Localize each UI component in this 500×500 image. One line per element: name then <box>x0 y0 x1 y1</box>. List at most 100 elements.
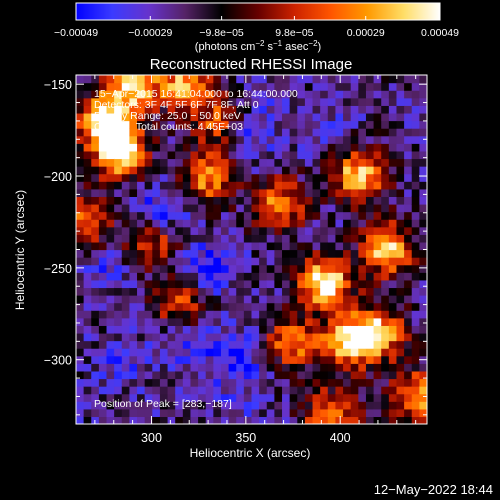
heatmap-cell <box>83 355 92 364</box>
heatmap-cell <box>388 401 398 410</box>
heatmap-cell <box>144 188 153 197</box>
heatmap-cell <box>152 241 161 251</box>
y-tick-label: −150 <box>44 78 72 92</box>
heatmap-cell <box>198 75 207 84</box>
heatmap-cell <box>205 105 214 114</box>
heatmap-cell <box>198 302 207 311</box>
heatmap-cell <box>91 112 100 122</box>
heatmap-cell <box>388 120 398 129</box>
heatmap-cell <box>129 393 138 402</box>
heatmap-cell <box>404 287 413 296</box>
heatmap-cell <box>159 363 169 372</box>
heatmap-cell <box>121 257 131 266</box>
heatmap-cell <box>274 272 283 281</box>
heatmap-cell <box>335 234 344 243</box>
heatmap-cell <box>213 211 222 220</box>
heatmap-cell <box>167 188 176 197</box>
heatmap-cell <box>167 120 176 129</box>
heatmap-cell <box>190 226 199 235</box>
heatmap-cell <box>114 226 123 235</box>
heatmap-cell <box>343 143 352 152</box>
heatmap-cell <box>121 203 131 213</box>
heatmap-cell <box>266 408 275 418</box>
heatmap-cell <box>76 82 85 91</box>
heatmap-cell <box>129 90 138 99</box>
heatmap-cell <box>327 128 337 137</box>
heatmap-cell <box>259 302 268 311</box>
heatmap-cell <box>350 393 359 402</box>
heatmap-cell <box>388 97 398 106</box>
heatmap-cell <box>91 173 100 182</box>
heatmap-cell <box>213 401 222 410</box>
heatmap-cell <box>129 181 138 190</box>
heatmap-cell <box>304 211 314 220</box>
heatmap-cell <box>76 317 85 326</box>
heatmap-cell <box>266 234 275 243</box>
heatmap-cell <box>182 166 192 175</box>
heatmap-cell <box>220 348 230 357</box>
heatmap-cell <box>396 166 405 175</box>
heatmap-cell <box>205 416 214 424</box>
heatmap-cell <box>266 287 275 296</box>
heatmap-cell <box>266 196 275 205</box>
heatmap-cell <box>228 317 237 326</box>
heatmap-cell <box>228 211 237 220</box>
heatmap-cell <box>182 158 192 167</box>
heatmap-cell <box>343 287 352 296</box>
heatmap-cell <box>205 287 214 296</box>
heatmap-cell <box>114 158 123 167</box>
heatmap-cell <box>106 257 115 266</box>
heatmap-cell <box>205 234 214 243</box>
heatmap-cell <box>388 332 398 342</box>
heatmap-cell <box>205 75 214 84</box>
heatmap-cell <box>167 181 176 190</box>
heatmap-cell <box>205 408 214 418</box>
heatmap-cell <box>220 363 230 372</box>
heatmap-cell <box>388 135 398 144</box>
heatmap-cell <box>411 143 420 152</box>
heatmap-cell <box>144 150 153 160</box>
heatmap-cell <box>282 112 291 122</box>
heatmap-cell <box>365 173 375 182</box>
heatmap-cell <box>327 120 337 129</box>
heatmap-cell <box>289 211 298 220</box>
heatmap-cell <box>220 332 230 342</box>
heatmap-cell <box>76 143 85 152</box>
heatmap-cell <box>304 226 314 235</box>
heatmap-cell <box>251 226 260 235</box>
heatmap-cell <box>289 150 298 160</box>
heatmap-cell <box>365 188 375 197</box>
heatmap-cell <box>198 82 207 91</box>
heatmap-cell <box>327 416 337 424</box>
heatmap-cell <box>411 317 420 326</box>
heatmap-cell <box>236 120 245 129</box>
heatmap-cell <box>205 325 214 334</box>
heatmap-cell <box>144 317 153 326</box>
heatmap-cell <box>144 340 153 349</box>
heatmap-cell <box>335 310 344 319</box>
heatmap-cell <box>175 135 184 144</box>
heatmap-cell <box>274 325 283 334</box>
heatmap-cell <box>152 416 161 424</box>
heatmap-cell <box>152 317 161 326</box>
heatmap-cell <box>220 408 230 418</box>
heatmap-cell <box>167 386 176 395</box>
heatmap-cell <box>228 386 237 395</box>
heatmap-cell <box>83 128 92 137</box>
heatmap-cell <box>289 325 298 334</box>
heatmap-cell <box>274 196 283 205</box>
heatmap-cell <box>205 181 214 190</box>
heatmap-cell <box>167 219 176 228</box>
heatmap-cell <box>365 370 375 380</box>
heatmap-cell <box>236 302 245 311</box>
heatmap-cell <box>190 408 199 418</box>
heatmap-cell <box>312 363 321 372</box>
heatmap-cell <box>159 158 169 167</box>
heatmap-cell <box>266 249 275 258</box>
heatmap-cell <box>137 226 146 235</box>
heatmap-cell <box>243 408 253 418</box>
heatmap-cell <box>205 295 214 304</box>
heatmap-cell <box>129 264 138 273</box>
heatmap-cell <box>159 188 169 197</box>
